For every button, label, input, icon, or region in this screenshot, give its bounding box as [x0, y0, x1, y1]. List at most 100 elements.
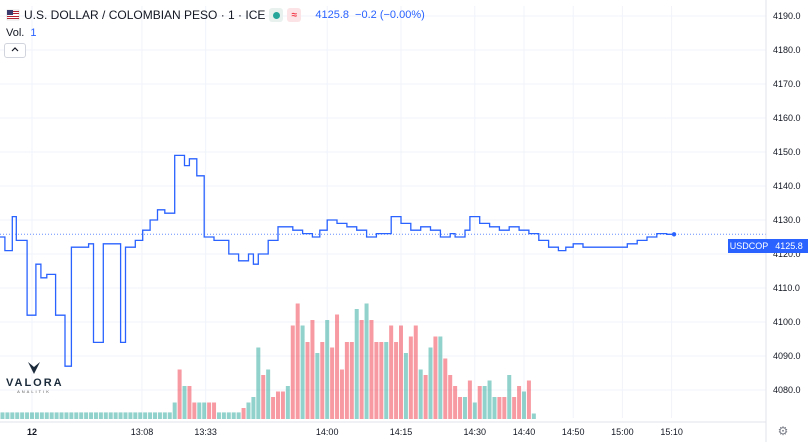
logo-name: VALORA [6, 377, 64, 389]
valora-logo: VALORA ANALITIK [6, 360, 62, 394]
price-tick-label: 4130.0 [773, 215, 801, 225]
volume-bar [251, 397, 256, 419]
price-tick-label: 4120.0 [773, 249, 801, 259]
volume-legend: Vol. 1 [6, 27, 36, 39]
volume-value: 1 [30, 27, 37, 39]
volume-bar [280, 391, 285, 419]
logo-sub: ANALITIK [17, 389, 51, 394]
volume-bar [276, 391, 280, 419]
chevron-up-icon [11, 47, 19, 52]
volume-bar [266, 369, 271, 419]
volume-bar [138, 412, 143, 419]
volume-bar [492, 397, 497, 419]
last-price: 4125.8 [315, 9, 350, 21]
volume-bar [320, 342, 325, 419]
volume-bar [241, 408, 246, 419]
volume-bar [256, 347, 261, 419]
volume-label: Vol. [6, 27, 25, 39]
volume-bar [310, 320, 315, 419]
volume-bar [44, 412, 49, 419]
volume-bar [133, 412, 138, 419]
volume-bar [118, 412, 123, 419]
volume-bar [74, 412, 79, 419]
symbol-title[interactable]: U.S. DOLLAR / COLOMBIAN PESO · 1 · ICE [24, 8, 266, 22]
volume-bar [285, 386, 290, 419]
volume-bar [25, 412, 30, 419]
volume-bar [359, 320, 364, 419]
price-tick-label: 4110.0 [773, 283, 800, 293]
last-price-tag: 4125.8 [770, 239, 808, 253]
volume-bar [167, 412, 172, 419]
volume-bar [143, 412, 148, 419]
price-change: −0.2 (−0.00%) [355, 9, 425, 21]
volume-bar [246, 402, 251, 419]
volume-bar [526, 380, 531, 419]
price-axis: 4080.0 4090.0 4100.0 4110.0 4120.0 4130.0 4140… [765, 0, 801, 442]
last-price-dot [671, 232, 677, 237]
price-tick-label: 4140.0 [773, 181, 801, 191]
volume-bar [315, 353, 320, 419]
volume-bar [128, 412, 133, 419]
time-tick-label: 12 [27, 427, 37, 437]
market-status-icon[interactable] [269, 8, 284, 22]
volume-bar [443, 358, 448, 419]
volume-bar [379, 342, 384, 419]
grid [0, 6, 766, 418]
volume-bar [216, 412, 221, 419]
volume-bar [462, 397, 467, 419]
volume-bar [103, 412, 108, 419]
collapse-legend-button[interactable] [4, 43, 26, 58]
volume-bar [467, 380, 472, 419]
time-tick-label: 15:00 [611, 427, 634, 437]
volume-bar [384, 342, 389, 419]
volume-bar [531, 413, 536, 419]
volume-bar [325, 320, 330, 419]
volume-bar [39, 412, 44, 419]
volume-bar [93, 412, 98, 419]
time-axis: 12 13:08 13:33 14:00 14:15 14:30 14:40 14:50 15:… [0, 421, 766, 437]
volume-bar [271, 397, 276, 419]
volume-bar [522, 391, 526, 419]
volume-bar [448, 375, 453, 419]
volume-bar [64, 412, 69, 419]
volume-bar [369, 320, 374, 419]
volume-bar [517, 386, 522, 419]
time-tick-label: 14:50 [562, 427, 585, 437]
volume-bar [487, 380, 492, 419]
volume-bar [482, 386, 487, 419]
volume-bar [512, 397, 517, 419]
volume-bar [148, 412, 153, 419]
volume-bar [153, 412, 157, 419]
volume-bar [433, 336, 438, 419]
volume-bar [335, 314, 340, 419]
volume-bar [84, 412, 89, 419]
volume-bar [30, 412, 34, 419]
volume-bar [423, 375, 428, 419]
volume-bar [477, 386, 482, 419]
volume-bar [162, 412, 167, 419]
chart-header: U.S. DOLLAR / COLOMBIAN PESO · 1 · ICE ≈… [6, 6, 425, 24]
volume-bar [192, 402, 197, 419]
volume-bar [98, 412, 103, 419]
volume-bar [108, 412, 113, 419]
volume-bar [34, 412, 39, 419]
volume-bar [123, 412, 128, 419]
volume-bar [364, 303, 369, 419]
volume-bar [89, 412, 94, 419]
volume-bar [59, 412, 64, 419]
volume-bar [177, 369, 182, 419]
price-tick-label: 4170.0 [773, 79, 801, 89]
wave-icon[interactable]: ≈ [287, 8, 302, 22]
price-tick-label: 4150.0 [773, 147, 801, 157]
volume-bar [261, 375, 266, 419]
volume-bar [408, 336, 413, 419]
volume-bar [207, 402, 212, 419]
volume-bar [399, 325, 403, 419]
volume-bar [54, 412, 59, 419]
volume-bar [10, 412, 15, 419]
volume-bar [403, 353, 408, 419]
gear-icon[interactable]: ⚙ [777, 424, 789, 438]
volume-bar [507, 375, 512, 419]
volume-bar [15, 412, 20, 419]
